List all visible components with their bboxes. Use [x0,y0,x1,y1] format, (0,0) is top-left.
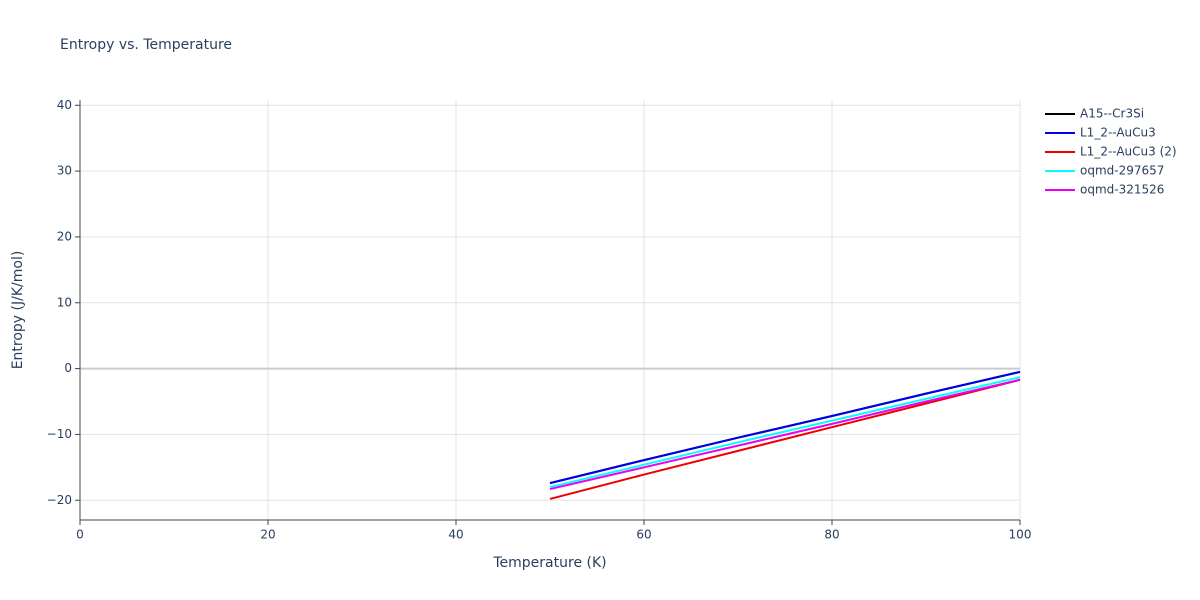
legend-label: oqmd-297657 [1080,164,1164,178]
y-tick-label: 20 [57,229,72,243]
y-tick-label: 0 [64,361,72,375]
y-tick-label: −10 [47,427,72,441]
x-tick-label: 100 [1009,528,1032,542]
legend-label: L1_2--AuCu3 [1080,126,1156,140]
series-line [549,378,1021,491]
x-tick-label: 80 [824,528,839,542]
legend-label: L1_2--AuCu3 (2) [1080,145,1177,159]
x-tick-label: 20 [260,528,275,542]
legend-label: A15--Cr3Si [1080,107,1144,121]
y-tick-label: −20 [47,493,72,507]
x-axis-title: Temperature (K) [492,555,606,571]
y-tick-label: 40 [57,98,72,112]
chart-title: Entropy vs. Temperature [60,37,232,53]
x-tick-label: 0 [76,528,84,542]
series-line [549,378,1021,500]
x-tick-label: 60 [636,528,651,542]
x-tick-label: 40 [448,528,463,542]
y-tick-label: 30 [57,164,72,178]
series-line [549,370,1021,485]
legend-label: oqmd-321526 [1080,183,1164,197]
series-line [549,376,1021,489]
y-tick-label: 10 [57,295,72,309]
y-axis-title: Entropy (J/K/mol) [10,251,26,370]
